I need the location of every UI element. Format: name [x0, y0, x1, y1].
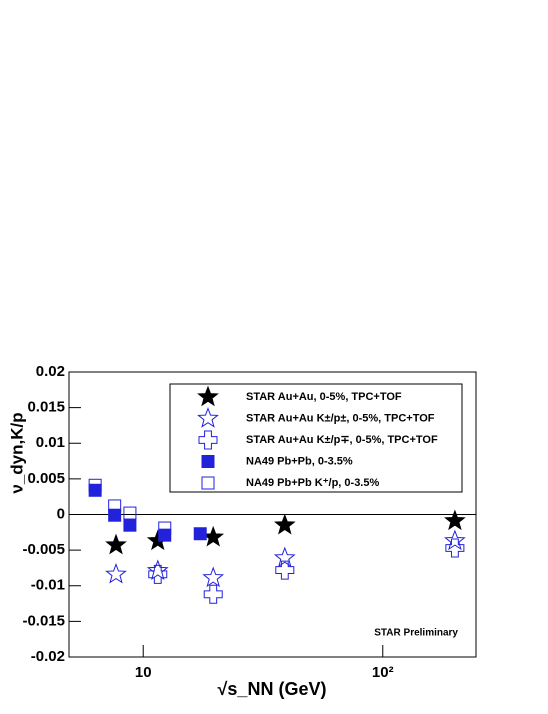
data-point — [108, 508, 122, 522]
data-point — [108, 499, 122, 513]
data-point — [158, 521, 172, 535]
data-point — [88, 478, 102, 492]
data-point — [202, 566, 225, 588]
y-tick-label: -0.01 — [31, 577, 65, 594]
legend-symbol — [198, 430, 218, 450]
y-tick-label: -0.02 — [31, 648, 65, 665]
legend-label: STAR Au+Au, 0-5%, TPC+TOF — [246, 391, 402, 403]
data-point — [88, 483, 102, 497]
legend-symbol — [197, 385, 219, 407]
x-tick-label: 10 — [135, 664, 152, 681]
y-tick-label: 0.005 — [27, 470, 65, 487]
data-point — [193, 527, 207, 541]
x-tick-label: 10² — [372, 664, 394, 681]
data-point — [203, 584, 223, 604]
data-point — [123, 518, 137, 532]
annotation: STAR Preliminary — [374, 628, 458, 639]
data-point — [158, 528, 172, 542]
y-tick-label: -0.005 — [22, 541, 65, 558]
legend-symbol — [201, 455, 215, 468]
legend-symbol — [197, 407, 219, 428]
legend-label: STAR Au+Au K±/p±, 0-5%, TPC+TOF — [246, 412, 435, 424]
x-axis-title: √s_NN (GeV) — [218, 679, 327, 699]
data-point — [146, 559, 169, 581]
data-point — [275, 560, 295, 580]
data-point — [273, 513, 296, 535]
data-point — [444, 529, 466, 551]
y-tick-label: 0.02 — [36, 363, 65, 380]
legend-symbol — [201, 476, 215, 490]
data-point — [148, 564, 168, 584]
y-tick-label: 0.01 — [36, 434, 65, 451]
data-point — [444, 509, 466, 531]
data-point — [105, 562, 127, 584]
legend-label: NA49 Pb+Pb, 0-3.5% — [246, 455, 353, 467]
data-point — [445, 538, 465, 558]
data-point — [123, 506, 137, 520]
y-tick-label: -0.015 — [22, 612, 65, 629]
y-tick-label: 0 — [57, 505, 65, 522]
data-point — [273, 546, 296, 568]
legend-label: STAR Au+Au K±/p∓, 0-5%, TPC+TOF — [246, 434, 438, 446]
data-point — [105, 533, 127, 555]
legend-box — [169, 383, 463, 493]
y-axis-title: ν_dyn,K/p — [7, 412, 26, 493]
y-tick-label: 0.015 — [27, 399, 65, 416]
legend-label: NA49 Pb+Pb K⁺/p, 0-3.5% — [246, 477, 379, 489]
